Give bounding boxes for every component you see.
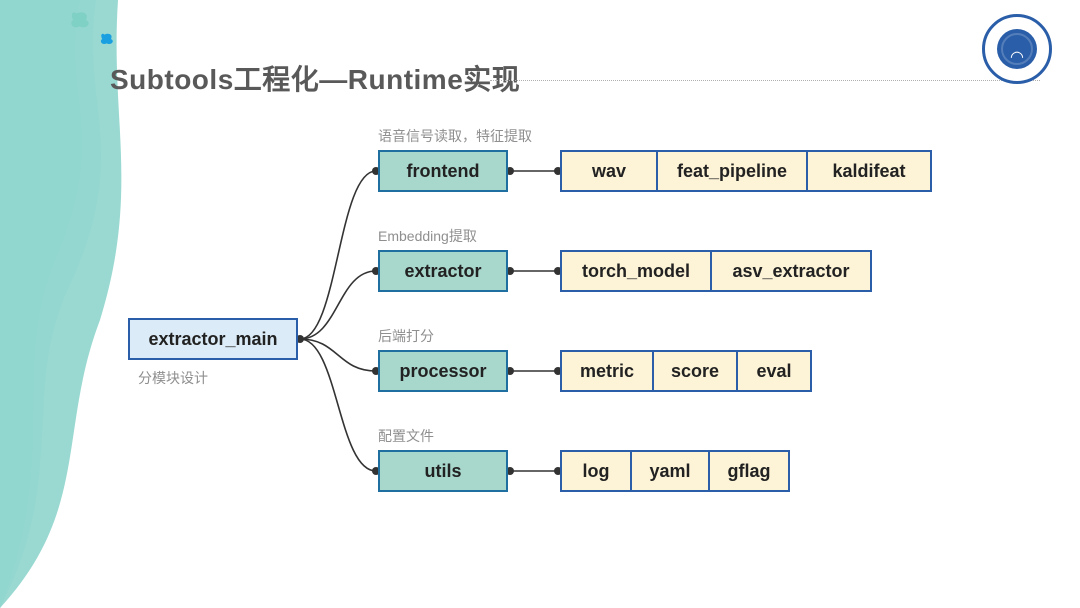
sub-frontend-kaldifeat: kaldifeat <box>808 152 930 190</box>
node-frontend: frontend <box>378 150 508 192</box>
sub-extractor-torch-model: torch_model <box>562 252 712 290</box>
module-label-utils: utils <box>424 461 461 482</box>
sub-utils-log: log <box>562 452 632 490</box>
sub-frontend-feat-pipeline: feat_pipeline <box>658 152 808 190</box>
sub-utils-yaml: yaml <box>632 452 710 490</box>
sub-bar-frontend: wavfeat_pipelinekaldifeat <box>560 150 932 192</box>
sub-processor-eval: eval <box>738 352 810 390</box>
sub-processor-score: score <box>654 352 738 390</box>
node-extractor-main: extractor_main <box>128 318 298 360</box>
title-underline <box>490 80 1040 81</box>
root-label: extractor_main <box>148 329 277 350</box>
module-caption-utils: 配置文件 <box>378 426 434 446</box>
module-label-processor: processor <box>399 361 486 382</box>
sub-bar-utils: logyamlgflag <box>560 450 790 492</box>
sub-processor-metric: metric <box>562 352 654 390</box>
module-caption-frontend: 语音信号读取，特征提取 <box>378 126 532 146</box>
sub-frontend-wav: wav <box>562 152 658 190</box>
module-label-extractor: extractor <box>404 261 481 282</box>
sub-bar-extractor: torch_modelasv_extractor <box>560 250 872 292</box>
root-caption: 分模块设计 <box>138 368 208 388</box>
page-title: Subtools工程化—Runtime实现 <box>110 58 520 98</box>
sub-bar-processor: metricscoreeval <box>560 350 812 392</box>
sub-utils-gflag: gflag <box>710 452 788 490</box>
xmuspeech-logo <box>982 14 1052 84</box>
sub-extractor-asv-extractor: asv_extractor <box>712 252 870 290</box>
node-utils: utils <box>378 450 508 492</box>
node-processor: processor <box>378 350 508 392</box>
module-caption-processor: 后端打分 <box>378 326 434 346</box>
module-label-frontend: frontend <box>407 161 480 182</box>
node-extractor: extractor <box>378 250 508 292</box>
module-caption-extractor: Embedding提取 <box>378 226 477 246</box>
